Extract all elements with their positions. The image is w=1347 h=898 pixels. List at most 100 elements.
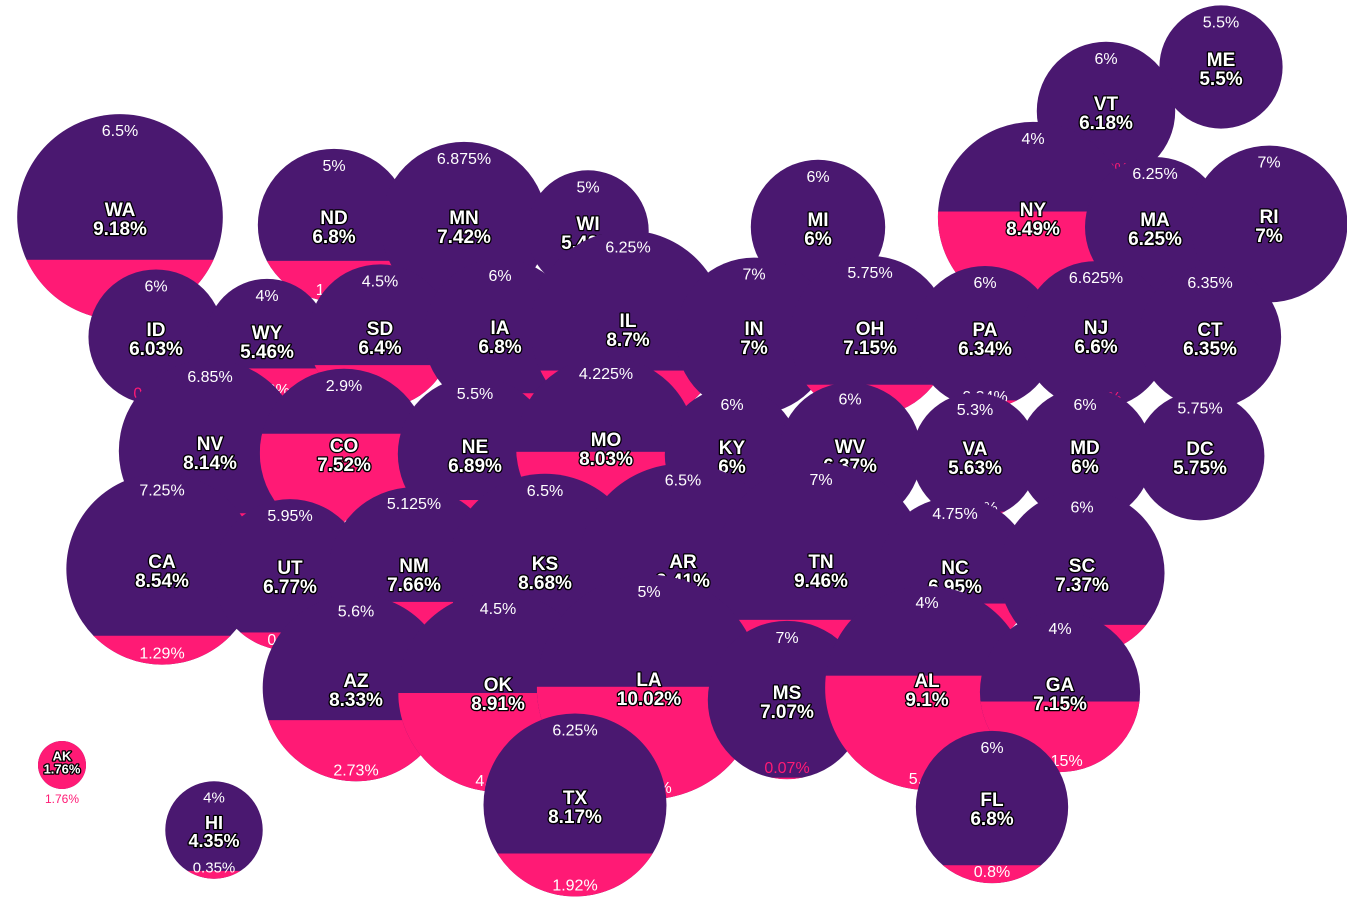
- state-name-label-mi: MI: [807, 210, 828, 231]
- combined-rate-label-ga: 7.15%: [1033, 694, 1087, 715]
- state-rate-label-nv: 6.85%: [187, 369, 232, 386]
- state-name-label-va: VA: [963, 439, 988, 460]
- state-name-label-wi: WI: [576, 214, 599, 235]
- state-rate-label-ks: 6.5%: [527, 483, 563, 500]
- state-name-label-wy: WY: [252, 323, 283, 344]
- local-rate-label-tx: 1.92%: [552, 878, 597, 895]
- bubble-ma: 6.25%MA6.25%: [1085, 157, 1225, 297]
- state-name-label-ar: AR: [669, 552, 697, 573]
- state-rate-label-ut: 5.95%: [267, 508, 312, 525]
- state-name-label-hi: HI: [205, 813, 223, 833]
- state-rate-fill-ma: [1085, 157, 1225, 297]
- state-name-label-mn: MN: [449, 208, 479, 229]
- bubble-hi: 4% HI4.35% 0.35%: [165, 781, 263, 879]
- combined-rate-label-co: 7.52%: [317, 455, 371, 476]
- combined-rate-label-ut: 6.77%: [263, 577, 317, 598]
- state-rate-label-va: 5.3%: [957, 402, 993, 419]
- state-rate-label-wa: 6.5%: [102, 123, 138, 140]
- bubble-ak: AK1.76%1.76%: [38, 741, 86, 806]
- state-name-label-nv: NV: [197, 434, 224, 455]
- state-rate-label-md: 6%: [1073, 397, 1096, 414]
- state-rate-fill-ct: [1138, 265, 1282, 409]
- local-rate-fill-ak: [38, 741, 86, 789]
- state-rate-label-ca: 7.25%: [139, 482, 184, 499]
- state-rate-label-oh: 5.75%: [847, 265, 892, 282]
- combined-rate-label-vt: 6.18%: [1079, 113, 1133, 134]
- combined-rate-label-nj: 6.6%: [1074, 337, 1117, 358]
- state-name-label-la: LA: [636, 670, 662, 691]
- bubble-tx: 6.25% TX8.17% 1.92%: [483, 713, 667, 897]
- combined-rate-label-ia: 6.8%: [478, 337, 521, 358]
- combined-rate-label-nm: 7.66%: [387, 575, 441, 596]
- state-name-label-ma: MA: [1140, 210, 1170, 231]
- state-rate-label-dc: 5.75%: [1177, 401, 1222, 418]
- state-name-label-nd: ND: [320, 208, 347, 229]
- state-name-label-vt: VT: [1094, 94, 1119, 115]
- state-rate-fill-me: [1159, 5, 1283, 129]
- state-name-label-ut: UT: [277, 558, 303, 579]
- bubble-in: 7%IN7%: [675, 257, 833, 415]
- state-name-label-ky: KY: [719, 438, 746, 459]
- state-name-label-sd: SD: [367, 319, 393, 340]
- state-rate-label-ar: 6.5%: [665, 473, 701, 490]
- bubble-nd: 5%ND6.8%1.8%: [257, 148, 411, 302]
- combined-rate-label-il: 8.7%: [606, 330, 649, 351]
- combined-rate-label-tn: 9.46%: [794, 571, 848, 592]
- state-name-label-oh: OH: [856, 319, 885, 340]
- state-rate-label-ms: 7%: [775, 630, 798, 647]
- state-name-label-id: ID: [147, 320, 166, 341]
- state-rate-label-mn: 6.875%: [437, 151, 491, 168]
- local-rate-label-ca: 1.29%: [139, 646, 184, 663]
- state-name-label-al: AL: [914, 671, 940, 692]
- state-rate-label-fl: 6%: [980, 740, 1003, 757]
- bubble-fl: 6% FL6.8% 0.8%: [915, 730, 1069, 884]
- combined-rate-label-in: 7%: [740, 338, 768, 359]
- state-rate-fill-fl: [915, 730, 1069, 884]
- state-name-label-ne: NE: [462, 437, 488, 458]
- combined-rate-label-ma: 6.25%: [1128, 229, 1182, 250]
- combined-rate-label-ri: 7%: [1255, 226, 1283, 247]
- state-rate-label-ky: 6%: [720, 397, 743, 414]
- bubble-pa: 6%PA6.34%0.34%: [913, 265, 1057, 409]
- state-name-label-ak: AK: [53, 748, 72, 763]
- combined-rate-label-fl: 6.8%: [970, 809, 1013, 830]
- state-rate-label-ct: 6.35%: [1187, 275, 1232, 292]
- state-name-label-md: MD: [1070, 438, 1100, 459]
- state-name-label-fl: FL: [980, 790, 1004, 811]
- combined-rate-label-ca: 8.54%: [135, 571, 189, 592]
- state-rate-label-ok: 4.5%: [480, 601, 516, 618]
- combined-rate-label-id: 6.03%: [129, 339, 183, 360]
- state-rate-label-ny: 4%: [1021, 131, 1044, 148]
- bubble-dc: 5.75%DC5.75%: [1135, 391, 1265, 521]
- state-rate-fill-ca: [66, 473, 258, 665]
- state-rate-fill-in: [675, 257, 833, 415]
- local-rate-label-ms: 0.07%: [764, 760, 809, 777]
- local-rate-label-hi: 0.35%: [193, 860, 236, 877]
- local-rate-label-fl: 0.8%: [974, 864, 1010, 881]
- combined-rate-label-la: 10.02%: [617, 689, 682, 710]
- state-rate-label-sc: 6%: [1070, 499, 1093, 516]
- combined-rate-label-pa: 6.34%: [958, 339, 1012, 360]
- state-rate-label-la: 5%: [637, 584, 660, 601]
- state-rate-label-hi: 4%: [203, 789, 225, 806]
- state-rate-label-il: 6.25%: [605, 240, 650, 257]
- combined-rate-label-ks: 8.68%: [518, 573, 572, 594]
- local-rate-fill-ms: [707, 777, 867, 780]
- state-rate-fill-dc: [1135, 391, 1265, 521]
- combined-rate-label-mi: 6%: [804, 229, 832, 250]
- combined-rate-label-wy: 5.46%: [240, 342, 294, 363]
- state-rate-fill-ri: [1190, 145, 1347, 303]
- state-rate-label-me: 5.5%: [1203, 14, 1239, 31]
- bubble-me: 5.5%ME5.5%: [1159, 5, 1283, 129]
- state-rate-fill-pa: [913, 265, 1057, 409]
- combined-rate-label-va: 5.63%: [948, 458, 1002, 479]
- bubble-ms: 7% MS7.07% 0.07%: [707, 620, 867, 780]
- state-rate-label-co: 2.9%: [326, 378, 362, 395]
- state-rate-label-sd: 4.5%: [362, 273, 398, 290]
- state-name-label-tx: TX: [563, 788, 588, 809]
- state-name-label-co: CO: [330, 436, 359, 457]
- state-name-label-me: ME: [1207, 50, 1236, 71]
- bubble-md: 6% MD 6%: [1017, 387, 1153, 523]
- state-rate-label-wy: 4%: [255, 288, 278, 305]
